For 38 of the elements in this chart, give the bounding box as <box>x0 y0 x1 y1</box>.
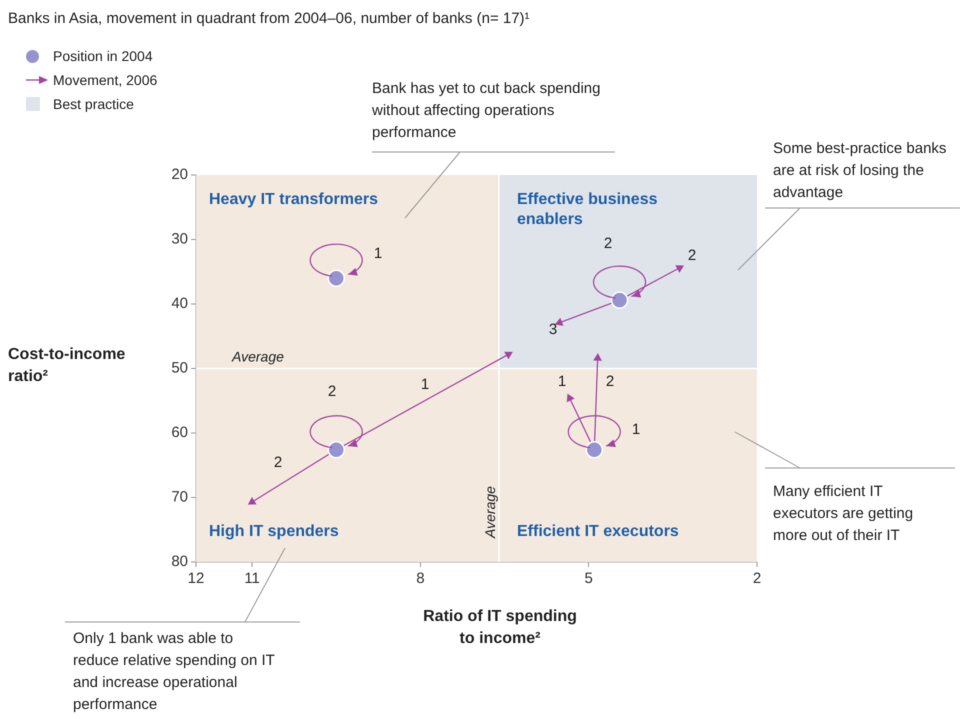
annotation: 2 <box>272 453 284 473</box>
legend-label: Movement, 2006 <box>53 71 158 90</box>
chart-title: Banks in Asia, movement in quadrant from 2004–06, number of banks (n= 17)¹ <box>8 9 531 29</box>
text: Many efficient IT executors are getting more out of their IT <box>773 482 914 546</box>
annotation: 2 <box>326 382 338 402</box>
annotation: 1 <box>420 375 430 395</box>
y-tick-label: 80 <box>171 553 188 570</box>
y-axis-title: Cost-to-income ratio² <box>8 345 126 387</box>
x-tick-label: 12 <box>188 570 204 588</box>
annotation: Efficient IT executors <box>517 523 679 540</box>
annotation: 2 <box>602 234 614 254</box>
text: Only 1 bank was able to reduce relative spending on IT and increase operational performance <box>73 629 276 715</box>
annotation: 2 <box>604 372 616 392</box>
annotation: 1 <box>556 372 568 392</box>
annotation: 1 <box>630 420 642 440</box>
annotation: 3 <box>548 320 558 340</box>
x-tick-label: 11 <box>244 570 260 588</box>
x-tick-label: 8 <box>416 570 425 588</box>
y-tick-label: 40 <box>171 295 188 312</box>
y-tick-label: 70 <box>171 488 188 506</box>
legend-label: Position in 2004 <box>53 47 153 66</box>
text: Bank has yet to cut back spending without affecting operations performance <box>372 79 602 143</box>
ref-line-label: Average <box>482 486 498 539</box>
y-tick-label: 60 <box>171 424 188 442</box>
annotation: High IT spenders <box>209 522 340 542</box>
y-tick-label: 30 <box>171 230 188 248</box>
legend-label: Best practice <box>53 95 134 114</box>
annotation: Heavy IT transformers <box>209 190 379 210</box>
x-tick-label: 2 <box>752 570 762 588</box>
x-tick-label: 5 <box>584 570 593 588</box>
text: Some best-practice banks are at risk of losing the advantage <box>773 139 948 203</box>
annotation: 2 <box>686 246 698 266</box>
y-tick-label: 50 <box>171 360 188 377</box>
y-tick-label: 20 <box>171 166 188 184</box>
annotation: Effective business enablers <box>517 190 658 230</box>
x-axis-title: Ratio of IT spending to income² <box>422 607 578 649</box>
ref-line-label: Average <box>231 348 284 364</box>
annotation: 1 <box>372 244 384 264</box>
